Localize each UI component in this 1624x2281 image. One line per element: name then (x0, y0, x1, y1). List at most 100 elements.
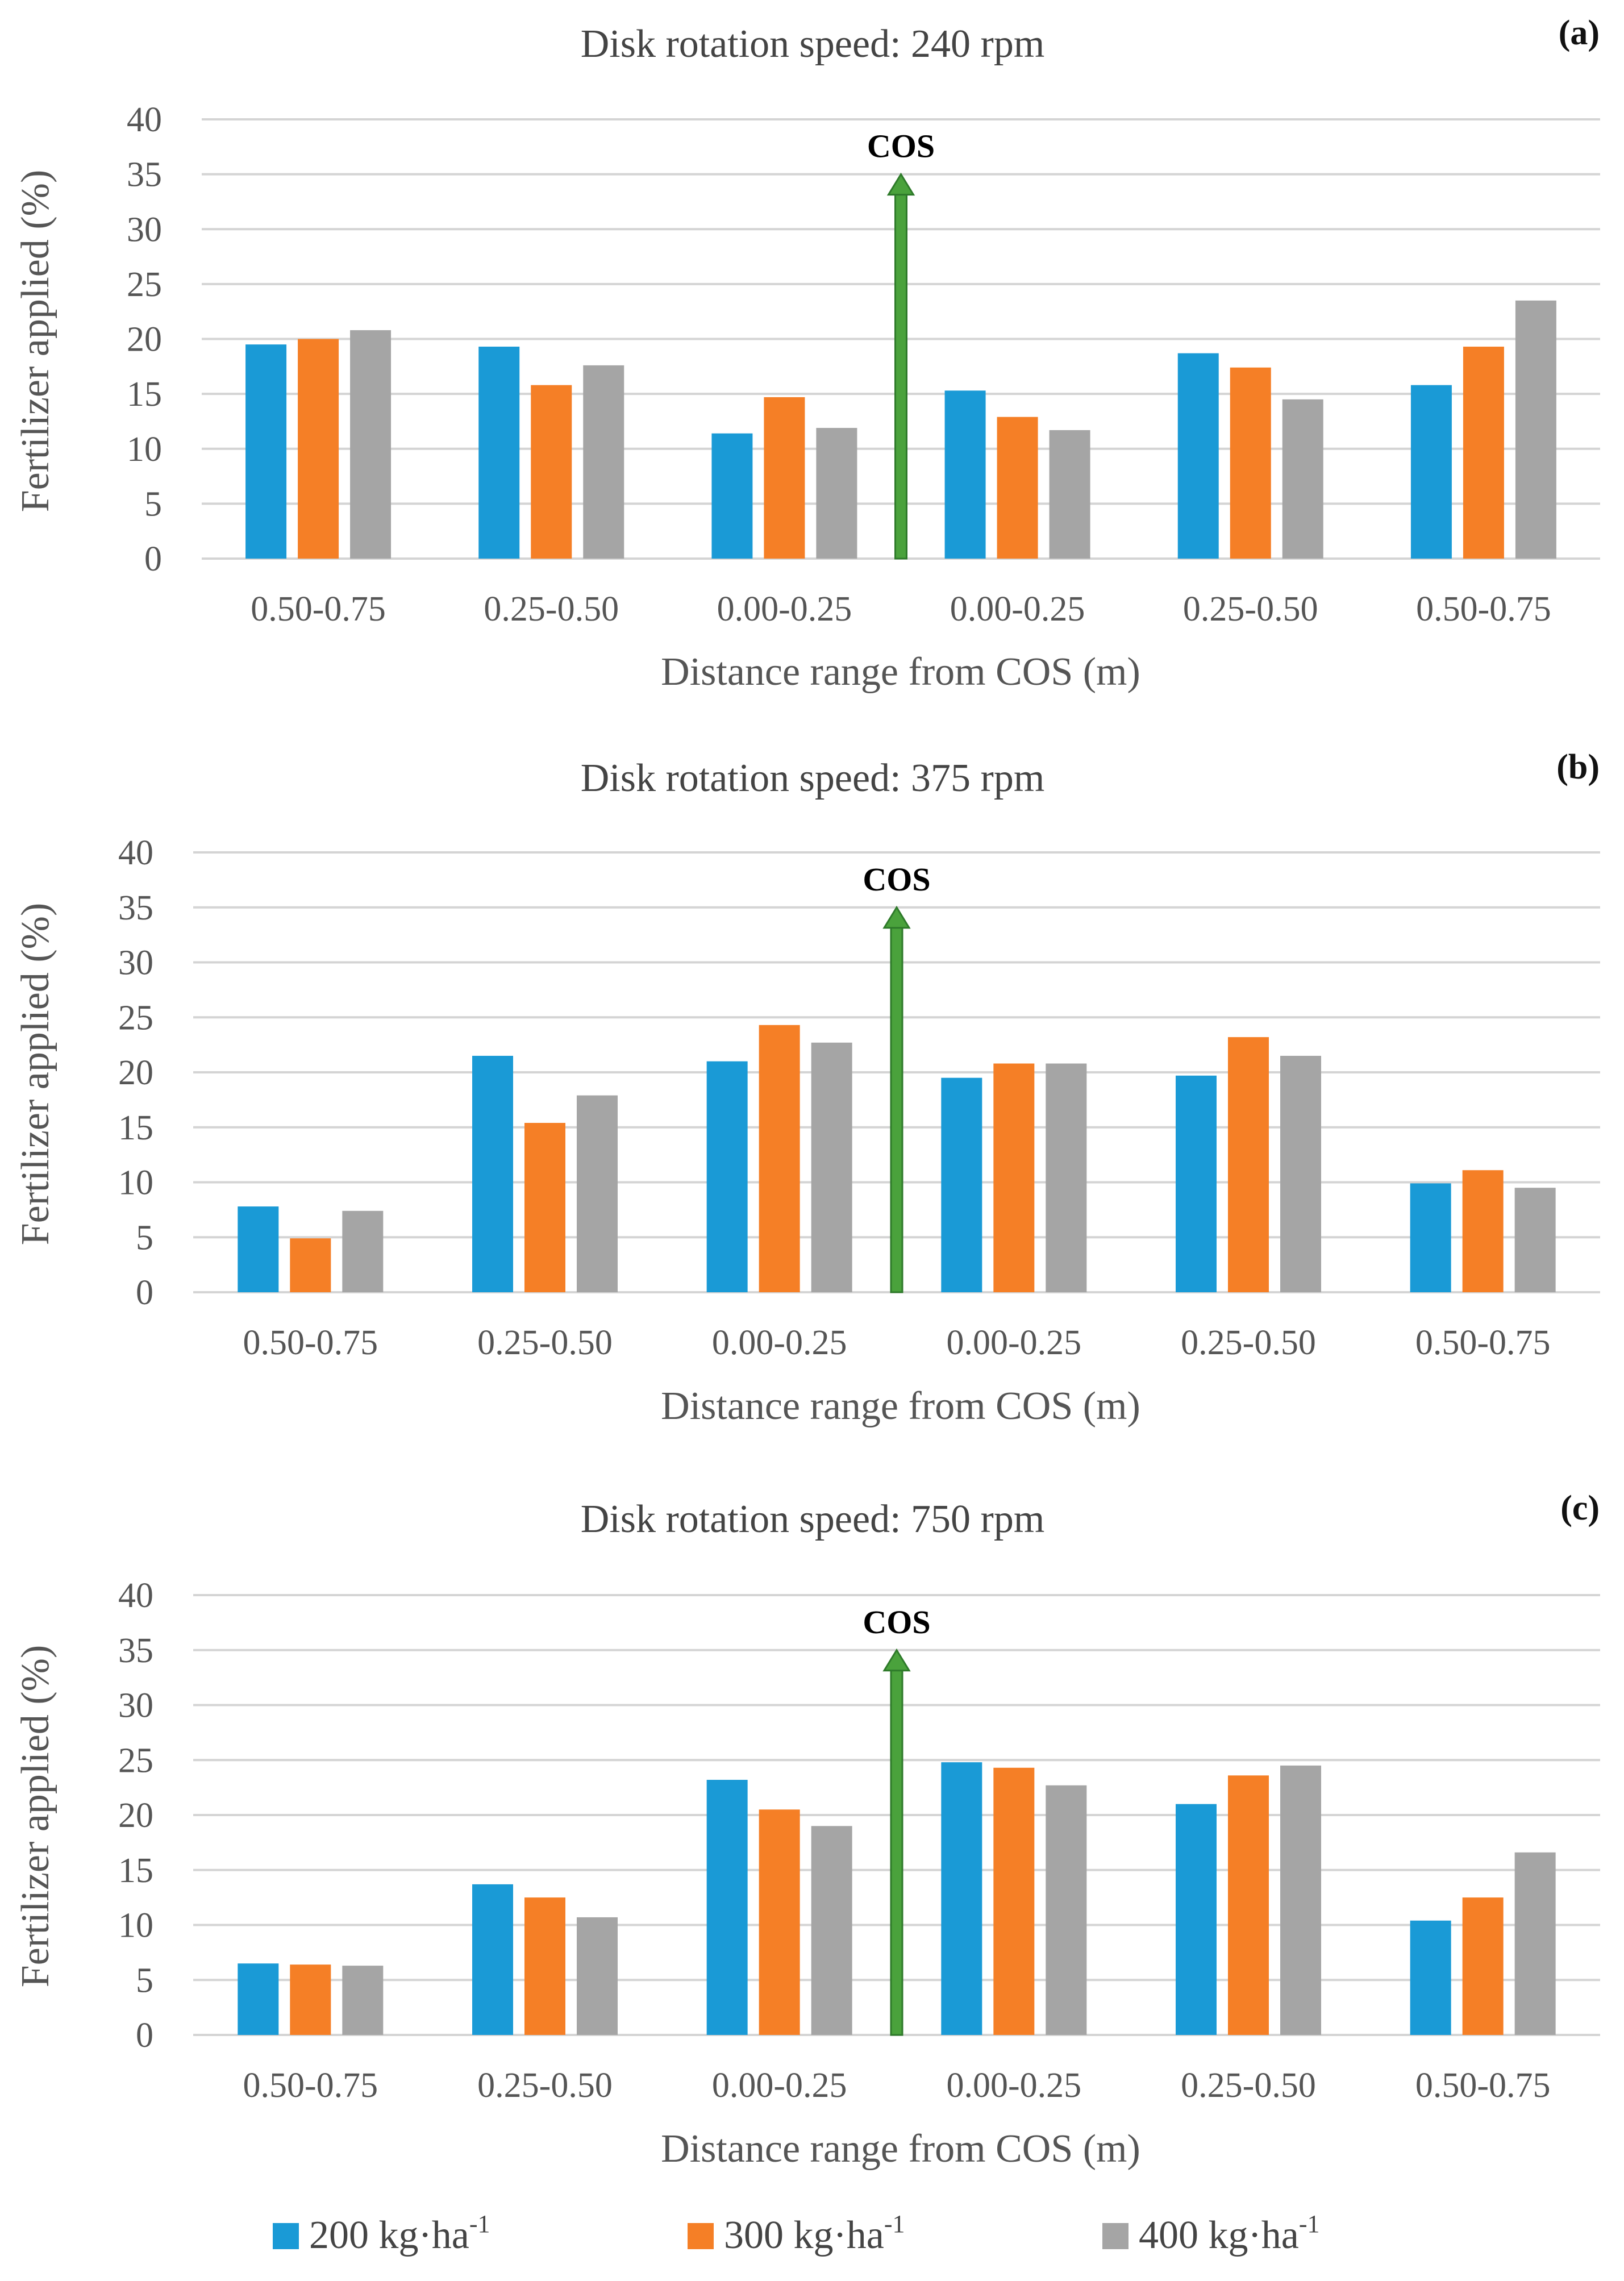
bar (1410, 1920, 1451, 2035)
x-axis-label: Distance range from COS (m) (661, 1384, 1140, 1428)
legend-item: 300 kg·ha-1 (688, 2210, 905, 2257)
y-tick-label: 30 (118, 1687, 153, 1725)
bar (941, 1077, 982, 1292)
bar (1280, 1765, 1321, 2035)
legend-label-superscript: -1 (884, 2210, 905, 2238)
x-tick-label: 0.00-0.25 (947, 1323, 1082, 1362)
y-tick-label: 5 (136, 1218, 153, 1257)
y-tick-label: 5 (136, 1961, 153, 2000)
x-tick-label: 0.25-0.50 (1181, 1323, 1316, 1362)
y-tick-label: 25 (118, 998, 153, 1037)
y-tick-label: 40 (118, 1576, 153, 1615)
bar (472, 1884, 513, 2035)
y-tick-label: 0 (144, 540, 162, 578)
cos-label: COS (863, 1604, 930, 1641)
cos-label: COS (863, 861, 930, 898)
bar (811, 1826, 852, 2035)
x-tick-label: 0.25-0.50 (1183, 590, 1318, 628)
x-tick-label: 0.00-0.25 (950, 590, 1085, 628)
chart-title: Disk rotation speed: 375 rpm (581, 756, 1045, 800)
cos-arrow-head (886, 172, 915, 196)
y-tick-label: 10 (118, 1907, 153, 1945)
bar (524, 1897, 565, 2035)
bar (1515, 300, 1556, 559)
x-tick-label: 0.00-0.25 (717, 590, 852, 628)
bar (577, 1917, 618, 2035)
legend: 200 kg·ha-1 300 kg·ha-1 400 kg·ha-1 (273, 2210, 1320, 2257)
x-tick-label: 0.50-0.75 (243, 1323, 378, 1362)
legend-label-superscript: -1 (1299, 2210, 1320, 2238)
legend-swatch (688, 2223, 714, 2249)
bar (342, 1210, 384, 1292)
y-tick-label: 10 (118, 1164, 153, 1202)
bar (1228, 1775, 1269, 2035)
bar (1280, 1055, 1321, 1292)
bar (290, 1238, 331, 1292)
y-tick-label: 35 (118, 889, 153, 927)
bar (764, 397, 805, 559)
bar (472, 1055, 513, 1292)
x-tick-label: 0.50-0.75 (1415, 2066, 1551, 2105)
x-tick-label: 0.00-0.25 (712, 1323, 847, 1362)
bar (1462, 1170, 1504, 1292)
y-tick-label: 30 (118, 944, 153, 983)
legend-label-base: 400 kg·ha (1139, 2213, 1299, 2257)
bar (1230, 367, 1271, 559)
legend-label: 300 kg·ha-1 (724, 2210, 905, 2257)
bar (290, 1964, 331, 2035)
legend-label: 200 kg·ha-1 (309, 2210, 490, 2257)
bar (1046, 1063, 1087, 1292)
panel-label: (c) (1560, 1489, 1600, 1527)
bar (706, 1061, 748, 1292)
x-tick-label: 0.50-0.75 (1416, 590, 1551, 628)
chart-panel-2: 0 5 10 15 20 25 30 35 40 Disk rotation speed: 375… (14, 748, 1600, 1428)
cos-label: COS (867, 128, 935, 165)
bar (1514, 1852, 1556, 2035)
bar (1176, 1075, 1217, 1292)
cos-arrow-head (882, 905, 911, 929)
bar (1046, 1785, 1087, 2035)
x-tick-label: 0.25-0.50 (477, 2066, 613, 2105)
bar (997, 417, 1038, 559)
x-tick-label: 0.00-0.25 (947, 2066, 1082, 2105)
bar (1514, 1188, 1556, 1292)
bar (816, 428, 857, 559)
x-tick-label: 0.25-0.50 (1181, 2066, 1316, 2105)
x-tick-label: 0.50-0.75 (251, 590, 386, 628)
bar (238, 1206, 279, 1292)
bar (993, 1767, 1035, 2035)
bar (298, 339, 339, 559)
bar (1282, 399, 1323, 559)
bar (1410, 385, 1452, 559)
x-tick-label: 0.50-0.75 (243, 2066, 378, 2105)
bar (1463, 347, 1504, 559)
bar (238, 1963, 279, 2035)
x-axis-label: Distance range from COS (m) (661, 2127, 1140, 2171)
x-tick-label: 0.25-0.50 (477, 1323, 613, 1362)
legend-swatch (273, 2223, 299, 2249)
bar (577, 1095, 618, 1292)
y-tick-label: 40 (127, 101, 162, 139)
bar (759, 1025, 800, 1292)
y-tick-label: 40 (118, 834, 153, 872)
cos-arrow-shaft (894, 193, 907, 560)
y-tick-label: 15 (118, 1109, 153, 1147)
bar (706, 1780, 748, 2035)
bar (944, 390, 986, 559)
bar (583, 365, 624, 559)
bar (245, 344, 287, 559)
chart-title: Disk rotation speed: 750 rpm (581, 1497, 1045, 1541)
y-tick-label: 5 (144, 485, 162, 523)
y-tick-label: 10 (127, 430, 162, 469)
bar (1228, 1037, 1269, 1292)
y-tick-label: 20 (118, 1796, 153, 1835)
bar (993, 1063, 1035, 1292)
y-axis-label: Fertilizer applied (%) (14, 1645, 57, 1988)
cos-arrow-shaft (890, 1668, 903, 2036)
bar (1410, 1183, 1451, 1292)
chart-panel-1: 0 5 10 15 20 25 30 35 40 Disk rotation speed: 240… (14, 14, 1600, 694)
y-axis-label: Fertilizer applied (%) (14, 170, 57, 513)
x-tick-label: 0.25-0.50 (484, 590, 619, 628)
x-axis-label: Distance range from COS (m) (661, 650, 1140, 694)
